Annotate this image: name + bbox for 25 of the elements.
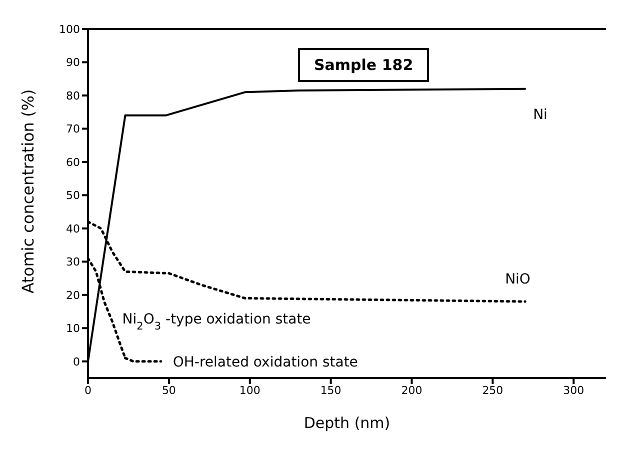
y-tick-label: 40 bbox=[66, 222, 80, 236]
x-tick-label: 50 bbox=[162, 384, 176, 397]
y-axis-title: Atomic concentration (%) bbox=[18, 89, 38, 294]
y-tick-label: 70 bbox=[66, 122, 80, 136]
x-tick-label: 200 bbox=[401, 384, 422, 397]
y-tick-label: 30 bbox=[66, 256, 80, 269]
y-tick-label: 0 bbox=[73, 355, 80, 368]
series-label: Ni bbox=[533, 106, 548, 123]
y-tick-label: 10 bbox=[66, 322, 80, 336]
annotation: Sample 182 bbox=[298, 48, 430, 82]
y-tick-label: 50 bbox=[66, 189, 80, 202]
y-tick-label: 100 bbox=[59, 22, 80, 36]
y-tick-label: 90 bbox=[66, 56, 80, 70]
x-tick-label: 300 bbox=[563, 384, 584, 397]
y-tick-label: 20 bbox=[66, 288, 80, 302]
series-label: OH-related oxidation state bbox=[172, 354, 358, 370]
series-label: Ni$_{2}$O$_{3}$ -type oxidation state bbox=[122, 311, 311, 332]
x-tick-label: 150 bbox=[320, 384, 342, 397]
y-tick-label: 60 bbox=[66, 156, 80, 169]
x-tick-label: 250 bbox=[482, 384, 504, 397]
y-tick-label: 80 bbox=[66, 89, 80, 102]
x-tick-label: 100 bbox=[239, 384, 260, 397]
series-label: NiO bbox=[505, 272, 530, 288]
x-axis-title: Depth (nm) bbox=[304, 414, 390, 432]
x-tick-label: 0 bbox=[84, 384, 92, 397]
